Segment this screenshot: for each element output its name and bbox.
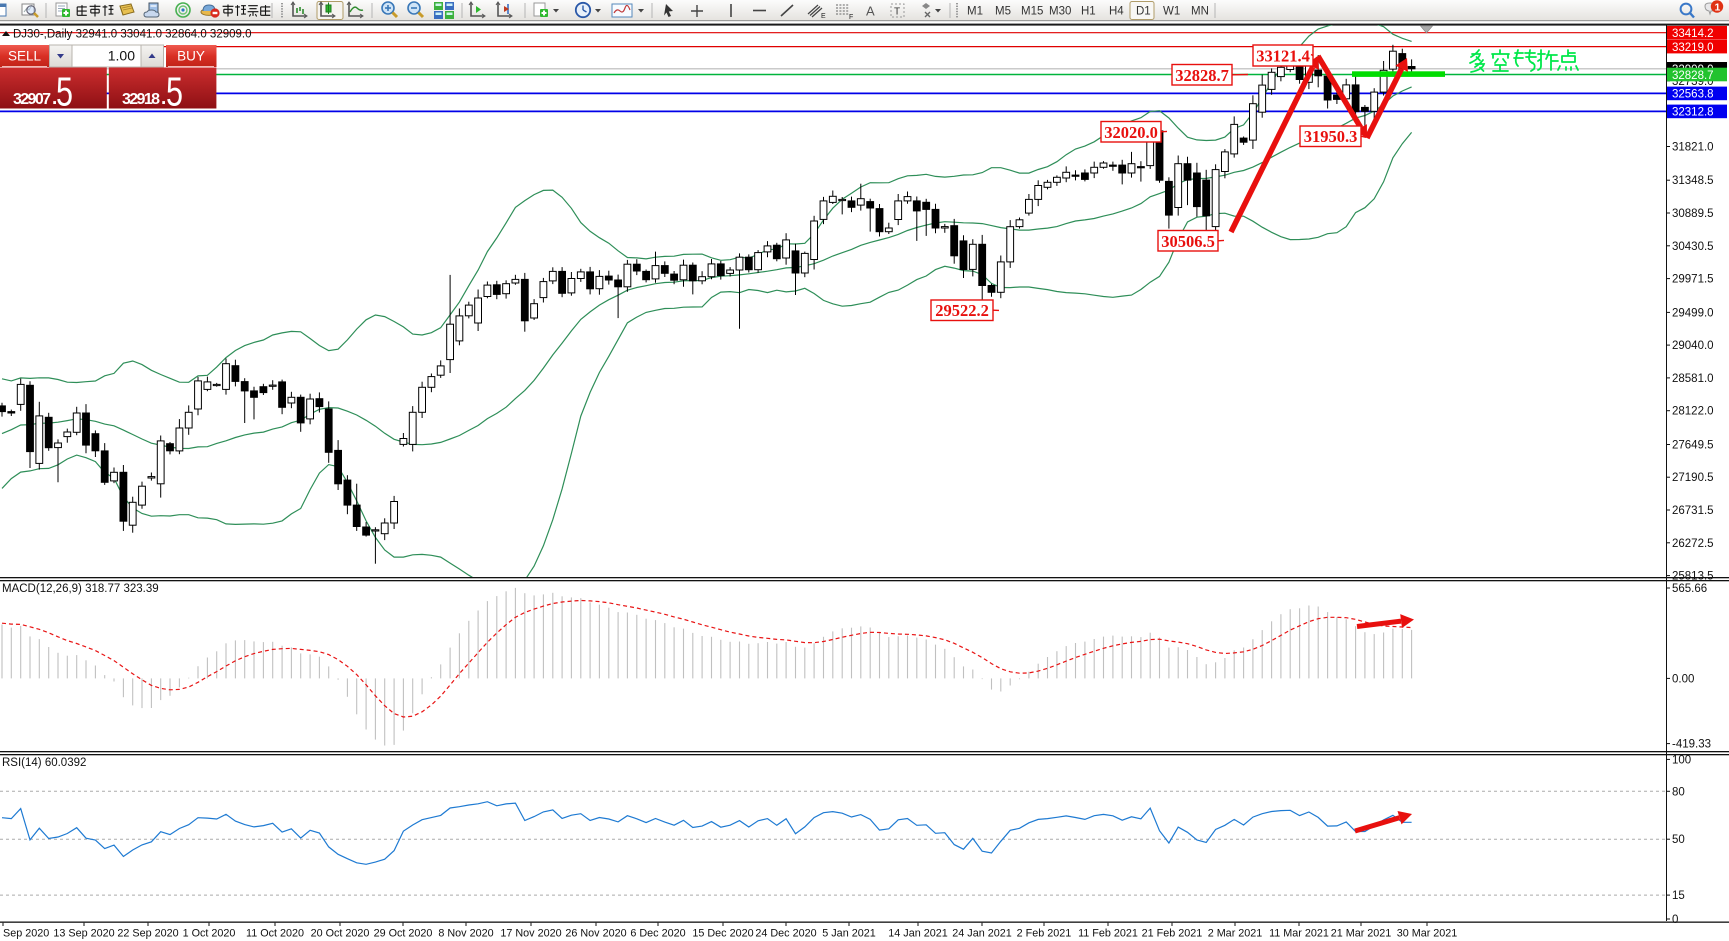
- svg-text:31348.5: 31348.5: [1672, 175, 1714, 187]
- svg-text:32020.0: 32020.0: [1104, 123, 1158, 142]
- svg-text:21 Feb 2021: 21 Feb 2021: [1142, 928, 1203, 940]
- svg-text:0.00: 0.00: [1672, 673, 1694, 685]
- svg-text:17 Nov 2020: 17 Nov 2020: [500, 928, 561, 940]
- svg-text:32828.7: 32828.7: [1175, 66, 1229, 85]
- svg-text:-419.33: -419.33: [1672, 739, 1711, 751]
- svg-text:2 Feb 2021: 2 Feb 2021: [1017, 928, 1072, 940]
- svg-text:32563.8: 32563.8: [1672, 89, 1714, 101]
- svg-text:29971.5: 29971.5: [1672, 274, 1714, 286]
- svg-text:H1: H1: [1081, 6, 1096, 18]
- svg-text:1.00: 1.00: [108, 48, 135, 64]
- svg-text:MACD(12,26,9) 318.77 323.39: MACD(12,26,9) 318.77 323.39: [2, 583, 159, 595]
- svg-text:28122.0: 28122.0: [1672, 406, 1714, 418]
- svg-text:20 Oct 2020: 20 Oct 2020: [311, 928, 370, 940]
- svg-text:31821.0: 31821.0: [1672, 142, 1714, 154]
- svg-text:11 Feb 2021: 11 Feb 2021: [1078, 928, 1138, 940]
- svg-text:DJ30-,Daily 32941.0 33041.0 3: DJ30-,Daily 32941.0 33041.0 32864.0 3290…: [13, 29, 252, 41]
- svg-text:D1: D1: [1136, 6, 1151, 18]
- svg-text:RSI(14) 60.0392: RSI(14) 60.0392: [2, 757, 86, 769]
- svg-text:30 Mar 2021: 30 Mar 2021: [1397, 928, 1458, 940]
- svg-text:1 Oct 2020: 1 Oct 2020: [183, 928, 236, 940]
- svg-text:27649.5: 27649.5: [1672, 440, 1714, 452]
- svg-text:32907: 32907: [13, 91, 51, 108]
- svg-text:29 Oct 2020: 29 Oct 2020: [374, 928, 433, 940]
- svg-text:29499.0: 29499.0: [1672, 307, 1714, 319]
- svg-text:MN: MN: [1191, 6, 1209, 18]
- svg-text:100: 100: [1672, 754, 1691, 766]
- svg-text:E: E: [821, 13, 826, 20]
- svg-text:50: 50: [1672, 834, 1685, 846]
- svg-text:14 Jan 2021: 14 Jan 2021: [888, 928, 947, 940]
- svg-text:29522.2: 29522.2: [935, 301, 989, 320]
- svg-text:22 Sep 2020: 22 Sep 2020: [117, 928, 178, 940]
- svg-text:565.66: 565.66: [1672, 583, 1707, 595]
- svg-text:26272.5: 26272.5: [1672, 538, 1714, 550]
- svg-text:80: 80: [1672, 786, 1685, 798]
- svg-text:26 Nov 2020: 26 Nov 2020: [565, 928, 626, 940]
- svg-text:33121.4: 33121.4: [1256, 47, 1310, 66]
- svg-text:32312.8: 32312.8: [1672, 107, 1714, 119]
- svg-text:11 Mar 2021: 11 Mar 2021: [1269, 928, 1329, 940]
- svg-text:31950.3: 31950.3: [1304, 127, 1358, 146]
- svg-text:5 Jan 2021: 5 Jan 2021: [822, 928, 875, 940]
- svg-text:28581.0: 28581.0: [1672, 373, 1714, 385]
- svg-text:32828.7: 32828.7: [1672, 70, 1714, 82]
- svg-text:A: A: [866, 4, 875, 19]
- svg-text:33414.2: 33414.2: [1672, 28, 1714, 40]
- svg-text:2 Mar 2021: 2 Mar 2021: [1208, 928, 1263, 940]
- svg-text:8 Nov 2020: 8 Nov 2020: [438, 928, 493, 940]
- svg-text:25813.5: 25813.5: [1672, 571, 1714, 583]
- svg-text:30430.5: 30430.5: [1672, 241, 1714, 253]
- svg-text:Sep 2020: Sep 2020: [3, 928, 49, 940]
- svg-text:T: T: [894, 7, 900, 18]
- svg-text:29040.0: 29040.0: [1672, 340, 1714, 352]
- svg-text:30506.5: 30506.5: [1161, 232, 1215, 251]
- svg-text:.: .: [161, 88, 166, 109]
- svg-text:13 Sep 2020: 13 Sep 2020: [53, 928, 114, 940]
- svg-text:27190.5: 27190.5: [1672, 472, 1714, 484]
- svg-text:5: 5: [166, 69, 183, 115]
- svg-text:M30: M30: [1049, 6, 1071, 18]
- svg-text:30889.5: 30889.5: [1672, 208, 1714, 220]
- svg-text:SELL: SELL: [8, 49, 42, 64]
- svg-text:1: 1: [1715, 2, 1721, 14]
- svg-text:24 Jan 2021: 24 Jan 2021: [952, 928, 1011, 940]
- svg-text:F: F: [849, 14, 853, 21]
- svg-text:BUY: BUY: [177, 49, 205, 64]
- svg-text:26731.5: 26731.5: [1672, 505, 1714, 517]
- svg-text:M5: M5: [995, 6, 1011, 18]
- svg-text:M1: M1: [967, 6, 983, 18]
- svg-text:0: 0: [1672, 914, 1678, 926]
- svg-text:33219.0: 33219.0: [1672, 42, 1714, 54]
- svg-text:6 Dec 2020: 6 Dec 2020: [630, 928, 685, 940]
- svg-text:W1: W1: [1163, 6, 1180, 18]
- svg-text:32918: 32918: [122, 91, 160, 108]
- svg-text:.: .: [52, 88, 57, 109]
- svg-text:21 Mar 2021: 21 Mar 2021: [1331, 928, 1392, 940]
- svg-text:11 Oct 2020: 11 Oct 2020: [246, 928, 304, 940]
- svg-text:5: 5: [56, 69, 73, 115]
- svg-text:H4: H4: [1109, 6, 1124, 18]
- svg-text:24 Dec 2020: 24 Dec 2020: [755, 928, 816, 940]
- svg-text:15: 15: [1672, 890, 1685, 902]
- svg-text:15 Dec 2020: 15 Dec 2020: [692, 928, 753, 940]
- svg-text:M15: M15: [1021, 6, 1043, 18]
